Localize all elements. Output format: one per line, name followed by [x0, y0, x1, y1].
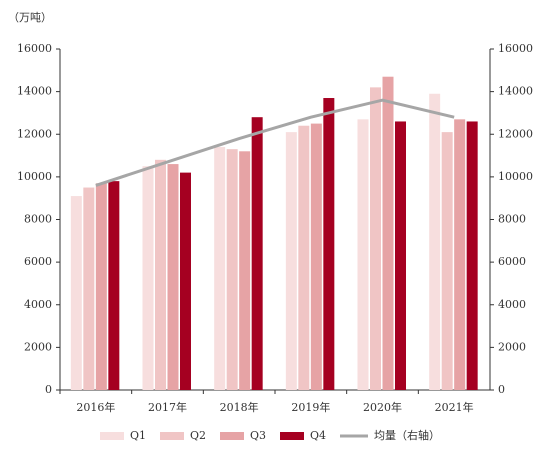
y-tick-label: 2000 — [24, 340, 52, 353]
bar — [167, 164, 179, 390]
bar — [285, 132, 297, 390]
bar — [310, 123, 322, 390]
legend-label: Q2 — [190, 429, 206, 442]
y-tick-label: 14000 — [17, 85, 52, 98]
bar — [108, 181, 120, 390]
y-tick-label: 8000 — [24, 213, 52, 226]
bar — [370, 87, 381, 391]
x-tick-label: 2020年 — [363, 400, 402, 414]
bar — [454, 119, 466, 391]
x-tick-label: 2016年 — [76, 400, 115, 414]
y2-tick-label: 14000 — [498, 85, 533, 98]
bar — [429, 93, 441, 390]
legend-swatch — [220, 432, 244, 440]
legend-label: 均量（右轴） — [374, 428, 440, 442]
bar — [214, 147, 226, 390]
y2-tick-label: 4000 — [498, 298, 526, 311]
unit-label: （万吨） — [8, 11, 52, 24]
bar — [142, 166, 154, 390]
x-tick-label: 2017年 — [148, 400, 187, 414]
x-tick-label: 2019年 — [291, 400, 330, 414]
y-tick-label: 16000 — [17, 42, 52, 55]
y2-tick-label: 8000 — [498, 213, 526, 226]
legend-swatch — [280, 432, 304, 440]
x-tick-label: 2021年 — [435, 400, 474, 414]
bar — [395, 121, 406, 391]
y2-tick-label: 10000 — [498, 170, 533, 183]
legend-label: Q1 — [130, 429, 146, 442]
bar — [382, 76, 394, 391]
line — [95, 98, 455, 187]
y2-tick-label: 16000 — [498, 42, 533, 55]
bar — [83, 187, 95, 390]
legend-label: Q4 — [310, 429, 326, 442]
legend-label: Q3 — [250, 429, 266, 442]
bar — [180, 172, 191, 390]
legend-swatch — [100, 432, 124, 440]
y-tick-label: 4000 — [24, 298, 52, 311]
bar — [95, 183, 107, 390]
y-tick-label: 6000 — [24, 255, 52, 268]
legend-swatch — [160, 432, 184, 440]
y2-tick-label: 6000 — [498, 255, 526, 268]
y-tick-label: 10000 — [17, 170, 52, 183]
bar — [357, 119, 369, 391]
bar — [466, 121, 478, 391]
bar — [70, 196, 82, 390]
y-tick-label: 12000 — [17, 127, 52, 140]
bar — [323, 98, 335, 391]
bar — [298, 125, 310, 390]
x-tick-label: 2018年 — [220, 400, 259, 414]
bar — [226, 149, 238, 390]
y-tick-label: 0 — [45, 383, 52, 396]
bar — [441, 132, 453, 390]
bar — [239, 151, 251, 390]
bar — [251, 117, 263, 390]
y2-tick-label: 2000 — [498, 340, 526, 353]
y2-tick-label: 0 — [498, 383, 505, 396]
bar — [155, 159, 166, 390]
y2-tick-label: 12000 — [498, 127, 533, 140]
